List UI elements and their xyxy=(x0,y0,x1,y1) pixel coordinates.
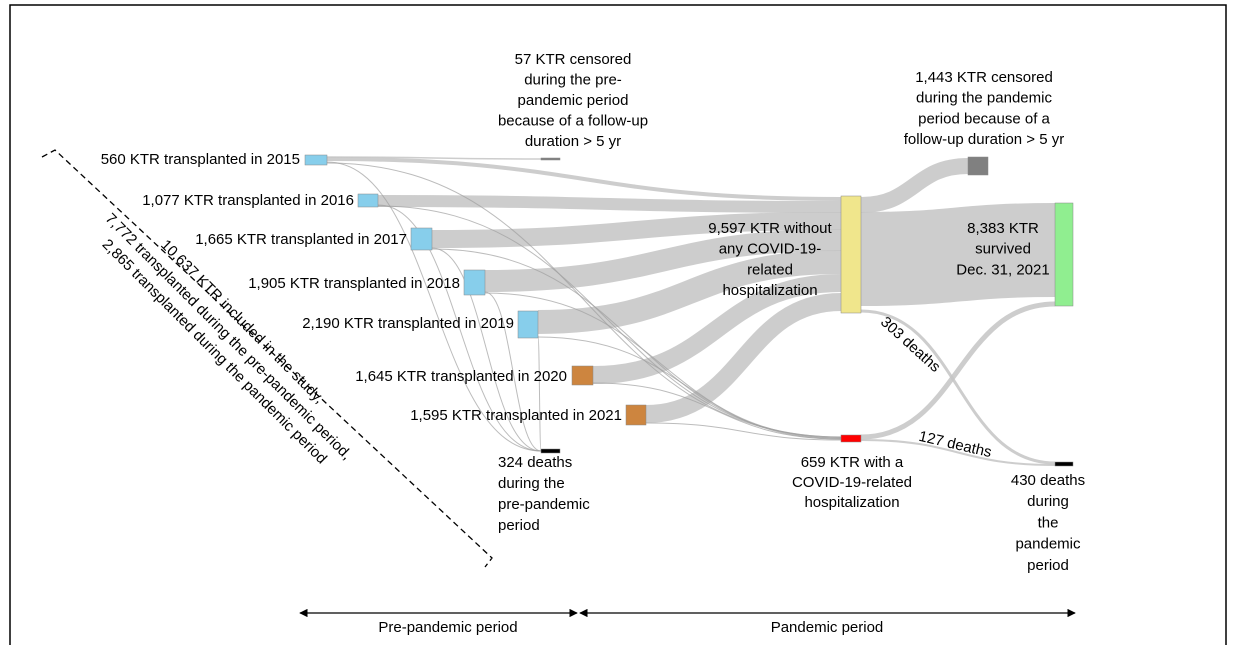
period-label: Pandemic period xyxy=(771,619,884,636)
node-label: 1,443 KTR censored xyxy=(915,69,1053,86)
node xyxy=(463,269,486,296)
node xyxy=(540,448,561,454)
flow xyxy=(326,162,842,438)
flow xyxy=(537,250,842,334)
node xyxy=(625,404,647,426)
node-label: period xyxy=(1027,557,1069,574)
node-label: the xyxy=(1038,514,1059,531)
node-label: any COVID-19- xyxy=(719,241,822,258)
node-label: 1,645 KTR transplanted in 2020 xyxy=(355,368,567,385)
flow xyxy=(326,156,542,160)
node-label: 430 deaths xyxy=(1011,472,1085,489)
flow xyxy=(484,229,842,292)
nodes: 560 KTR transplanted in 2015 1,077 KTR tr… xyxy=(101,51,1085,574)
node-label: 9,597 KTR without xyxy=(708,220,832,237)
flow xyxy=(860,301,1056,440)
flow xyxy=(592,274,842,384)
flow xyxy=(377,195,842,213)
flow xyxy=(645,293,842,423)
flow xyxy=(537,335,542,452)
node-label: survived xyxy=(975,241,1031,258)
node xyxy=(1054,461,1074,467)
node-label: 1,077 KTR transplanted in 2016 xyxy=(142,192,354,209)
node-label: because of a follow-up xyxy=(498,112,648,129)
node-label: COVID-19-related xyxy=(792,474,912,491)
node-label: related xyxy=(747,261,793,278)
node xyxy=(967,156,989,176)
node-label: 1,665 KTR transplanted in 2017 xyxy=(195,231,407,248)
node xyxy=(410,227,433,251)
flow xyxy=(592,382,842,440)
node xyxy=(540,157,561,161)
node-label: 2,190 KTR transplanted in 2019 xyxy=(302,315,514,332)
node-label: 659 KTR with a xyxy=(801,454,904,471)
flow xyxy=(326,157,842,201)
node-label: 57 KTR censored xyxy=(515,51,632,68)
node-label: 324 deaths xyxy=(498,454,572,471)
node-label: pandemic period xyxy=(518,92,629,109)
flow xyxy=(484,291,542,452)
node-label: during xyxy=(1027,493,1069,510)
node-label: 560 KTR transplanted in 2015 xyxy=(101,151,300,168)
node xyxy=(840,434,862,443)
flow-label: 303 deaths xyxy=(877,313,944,375)
cohort-bracket xyxy=(41,149,493,568)
node xyxy=(304,154,328,166)
node-label: hospitalization xyxy=(804,494,899,511)
node-label: during the pre- xyxy=(524,71,622,88)
flow xyxy=(537,336,842,440)
period-label: Pre-pandemic period xyxy=(378,619,517,636)
node-label: follow-up duration > 5 yr xyxy=(904,131,1065,148)
flow xyxy=(860,439,1056,466)
node-label: during the xyxy=(498,475,565,492)
node-label: period because of a xyxy=(918,110,1050,127)
node-label: hospitalization xyxy=(722,282,817,299)
flow xyxy=(431,247,542,452)
flow xyxy=(645,422,842,441)
node-label: 1,905 KTR transplanted in 2018 xyxy=(248,275,460,292)
node-label: duration > 5 yr xyxy=(525,133,621,150)
node-label: 8,383 KTR xyxy=(967,220,1039,237)
node xyxy=(517,310,539,339)
node xyxy=(1054,202,1074,307)
flow xyxy=(431,212,842,248)
cohort-label: 7,772 transplanted during the pre-pandem… xyxy=(102,210,355,463)
node-label: period xyxy=(498,517,540,534)
flow xyxy=(860,203,1056,306)
flow xyxy=(326,161,542,452)
node-label: pandemic xyxy=(1015,536,1081,553)
flow xyxy=(860,309,1056,465)
node-label: pre-pandemic xyxy=(498,496,590,513)
flow xyxy=(377,204,542,452)
flow xyxy=(484,292,842,439)
flow xyxy=(860,158,969,213)
node-label: during the pandemic xyxy=(916,90,1052,107)
node-label: 1,595 KTR transplanted in 2021 xyxy=(410,407,622,424)
frame xyxy=(9,4,1227,650)
node xyxy=(571,365,594,386)
node-label: Dec. 31, 2021 xyxy=(956,261,1049,278)
node xyxy=(840,195,862,314)
node xyxy=(357,193,379,208)
flows xyxy=(326,156,1056,466)
flow-label: 127 deaths xyxy=(917,428,993,461)
cohort-label: 2,865 transplanted during the pandemic p… xyxy=(99,236,330,467)
